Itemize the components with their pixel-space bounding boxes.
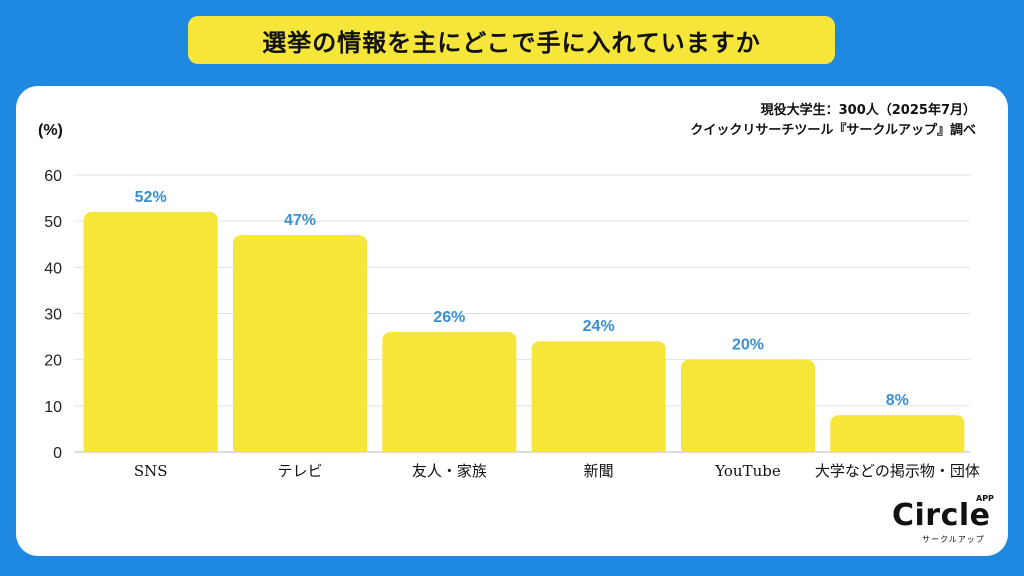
data-label: 8% <box>886 392 909 409</box>
x-category-label: テレビ <box>277 462 322 480</box>
source-note: 現役大学生：300人（2025年7月） クイックリサーチツール『サークルアップ』… <box>690 101 976 141</box>
x-category-label: 大学などの掲示物・団体 <box>815 462 980 480</box>
x-category-label: YouTube <box>714 462 781 480</box>
y-tick-label: 50 <box>44 214 62 231</box>
bar <box>382 331 517 452</box>
bar-base <box>830 442 965 452</box>
y-tick-label: 0 <box>53 445 62 462</box>
value-labels: 52% 47% 26% 24% 20% 8% <box>135 189 909 409</box>
circle-app-logo: Circle APP サークルアップ <box>892 494 1002 548</box>
x-category-label: SNS <box>134 462 168 480</box>
y-tick-label: 30 <box>44 307 62 324</box>
data-label: 26% <box>433 309 465 326</box>
bar <box>531 341 666 452</box>
y-tick-label: 60 <box>44 168 62 185</box>
bar <box>681 359 815 452</box>
y-tick-label: 20 <box>44 353 62 370</box>
data-label: 24% <box>583 318 615 335</box>
data-label: 52% <box>135 189 167 206</box>
x-category-label: 友人・家族 <box>412 462 487 480</box>
bar-base <box>83 442 218 452</box>
bar-base <box>531 442 666 452</box>
bar-base <box>382 442 517 452</box>
logo-app: APP <box>976 494 994 503</box>
logo-word: Circle <box>892 498 991 533</box>
gridlines <box>74 174 970 453</box>
x-axis-labels: SNS テレビ 友人・家族 新聞 YouTube 大学などの掲示物・団体 <box>134 462 980 480</box>
source-line-2: クイックリサーチツール『サークルアップ』調べ <box>690 123 976 138</box>
data-label: 47% <box>284 212 316 229</box>
y-axis-label: (%) <box>38 122 63 139</box>
bars <box>83 211 965 452</box>
bar-base <box>681 442 815 452</box>
y-tick-label: 40 <box>44 260 62 277</box>
chart-title: 選挙の情報を主にどこで手に入れていますか <box>188 16 835 64</box>
source-line-1: 現役大学生：300人（2025年7月） <box>760 103 976 118</box>
bar <box>83 211 218 452</box>
bar <box>233 235 367 452</box>
data-label: 20% <box>732 337 764 354</box>
logo-kana: サークルアップ <box>922 535 985 544</box>
y-axis-ticks: 0 10 20 30 40 50 60 <box>44 168 62 462</box>
x-category-label: 新聞 <box>584 462 614 480</box>
y-tick-label: 10 <box>44 399 62 416</box>
bar-base <box>233 442 367 452</box>
